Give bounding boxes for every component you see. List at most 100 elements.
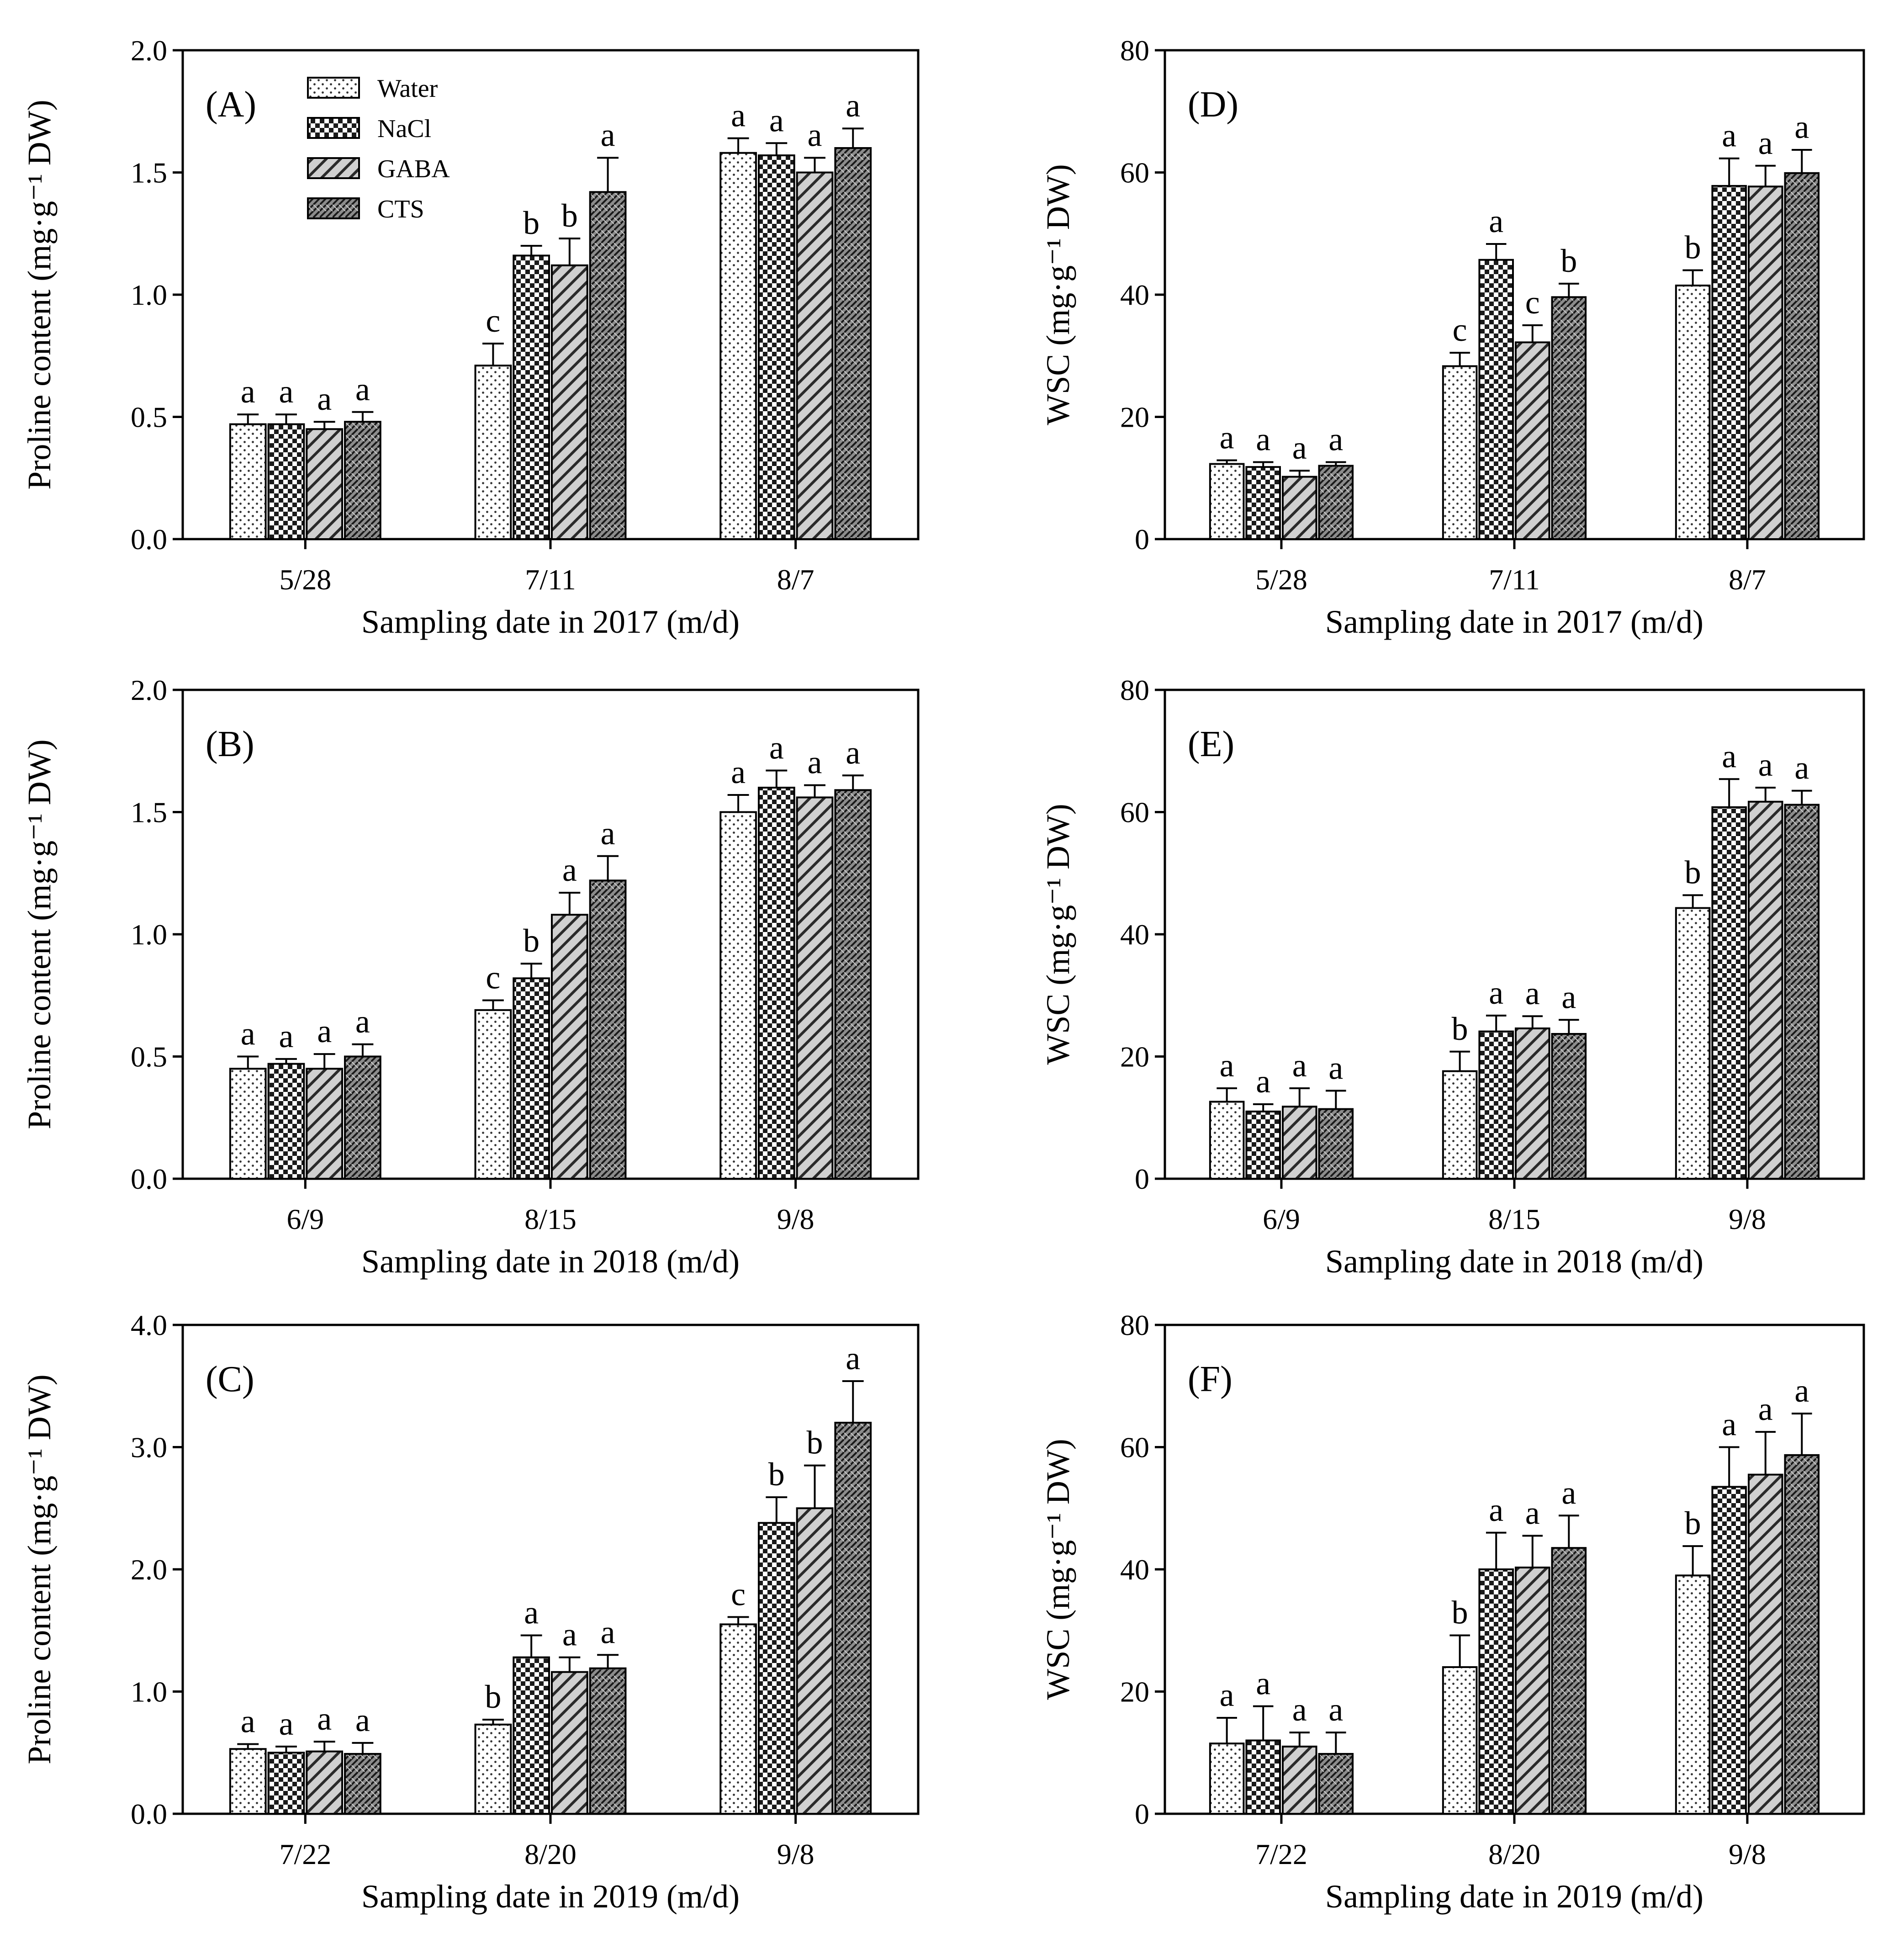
- bar-gaba-7-11: [551, 264, 588, 540]
- sig-letter-cts-6-9: a: [1328, 1049, 1343, 1086]
- sig-letter-gaba-6-9: a: [317, 1013, 332, 1049]
- sig-letter-nacl-5-28: a: [1256, 421, 1270, 457]
- bar-water-9-8: [719, 811, 757, 1180]
- y-tick-label: 40: [1120, 279, 1149, 311]
- legend-item-gaba: GABA: [307, 155, 450, 183]
- sig-letter-cts-8-7: a: [1794, 109, 1809, 145]
- bar-cts-5-28: [344, 421, 381, 540]
- y-tick-label: 0: [1135, 523, 1149, 556]
- bar-cts-5-28: [1318, 465, 1354, 540]
- sig-letter-nacl-7-22: a: [279, 1705, 293, 1742]
- sig-letter-nacl-9-8: a: [1722, 738, 1736, 774]
- y-tick-label: 2.0: [131, 34, 167, 67]
- bar-gaba-8-15: [1515, 1027, 1550, 1180]
- sig-letter-water-6-9: a: [241, 1016, 255, 1052]
- sig-letter-cts-7-11: a: [601, 117, 615, 153]
- bar-nacl-9-8: [757, 1522, 795, 1815]
- bar-nacl-8-20: [513, 1656, 550, 1815]
- bar-water-7-11: [474, 365, 512, 540]
- y-tick-label: 1.5: [131, 796, 167, 829]
- x-tick-label-8-20: 8/20: [524, 1838, 576, 1870]
- bar-nacl-6-9: [267, 1063, 305, 1180]
- x-tick-label-8-20: 8/20: [1488, 1838, 1540, 1870]
- y-tick-label: 40: [1120, 1553, 1149, 1586]
- bar-gaba-8-7: [1748, 185, 1783, 540]
- x-tick-label-7-22: 7/22: [1255, 1838, 1307, 1870]
- legend-swatch-gaba: [307, 157, 360, 179]
- bar-nacl-7-11: [513, 254, 550, 540]
- bar-cts-9-8: [834, 789, 872, 1180]
- panel-label: (A): [206, 85, 256, 125]
- x-tick-label-6-9: 6/9: [1263, 1203, 1300, 1235]
- bar-cts-7-22: [344, 1753, 381, 1815]
- y-tick-label: 1.5: [131, 157, 167, 189]
- bar-water-8-20: [474, 1723, 512, 1815]
- sig-letter-gaba-9-8: a: [1758, 1391, 1773, 1427]
- bar-nacl-8-20: [1478, 1568, 1514, 1815]
- sig-letter-nacl-9-8: b: [768, 1456, 785, 1493]
- y-tick-label: 0.5: [131, 1041, 167, 1073]
- legend-label-nacl: NaCl: [377, 115, 431, 143]
- y-axis-title: Proline content (mg·g⁻¹ DW): [21, 739, 58, 1129]
- sig-letter-cts-8-20: a: [601, 1614, 615, 1650]
- sig-letter-water-5-28: a: [1220, 419, 1234, 455]
- x-tick-label-7-11: 7/11: [525, 563, 576, 596]
- x-tick-label-9-8: 9/8: [1729, 1838, 1766, 1870]
- x-tick-label-9-8: 9/8: [777, 1203, 814, 1235]
- bar-water-8-7: [719, 152, 757, 540]
- sig-letter-nacl-7-22: a: [1256, 1665, 1270, 1702]
- sig-letter-water-8-20: b: [485, 1679, 501, 1715]
- bar-water-8-7: [1675, 284, 1711, 540]
- x-tick-label-8-15: 8/15: [524, 1203, 576, 1235]
- sig-letter-nacl-9-8: a: [769, 730, 784, 766]
- bar-nacl-9-8: [1711, 1486, 1747, 1815]
- bar-water-8-20: [1442, 1666, 1478, 1815]
- bar-gaba-9-8: [796, 1507, 834, 1815]
- bar-water-6-9: [229, 1068, 267, 1180]
- bar-gaba-9-8: [796, 796, 834, 1180]
- bar-cts-7-11: [589, 191, 627, 540]
- sig-letter-cts-9-8: a: [1794, 1372, 1809, 1409]
- sig-letter-gaba-5-28: a: [1292, 429, 1307, 466]
- sig-letter-gaba-5-28: a: [317, 381, 332, 417]
- sig-letter-gaba-6-9: a: [1292, 1047, 1307, 1084]
- bar-nacl-8-15: [1478, 1030, 1514, 1180]
- y-tick-label: 2.0: [131, 674, 167, 706]
- sig-letter-water-9-8: b: [1685, 854, 1701, 890]
- sig-letter-nacl-8-20: a: [524, 1594, 539, 1631]
- x-tick-label-6-9: 6/9: [286, 1203, 324, 1235]
- sig-letter-gaba-8-15: a: [562, 852, 577, 888]
- bar-gaba-8-7: [796, 171, 834, 540]
- sig-letter-gaba-7-11: c: [1525, 284, 1540, 321]
- panel-label: (F): [1188, 1359, 1232, 1399]
- bar-cts-9-8: [1784, 1454, 1820, 1815]
- bar-gaba-8-20: [551, 1671, 588, 1815]
- sig-letter-gaba-9-8: b: [807, 1425, 823, 1461]
- x-axis-title: Sampling date in 2019 (m/d): [361, 1878, 740, 1915]
- sig-letter-cts-5-28: a: [355, 371, 370, 408]
- sig-letter-nacl-6-9: a: [1256, 1063, 1270, 1100]
- y-axis-title: Proline content (mg·g⁻¹ DW): [21, 1374, 58, 1764]
- x-tick-label-7-22: 7/22: [279, 1838, 331, 1870]
- legend-item-cts: CTS: [307, 195, 424, 223]
- sig-letter-water-9-8: c: [731, 1576, 746, 1612]
- bar-water-5-28: [1209, 463, 1245, 540]
- y-tick-label: 0.5: [131, 401, 167, 434]
- y-tick-label: 1.0: [131, 1676, 167, 1708]
- panel-label: (C): [206, 1359, 254, 1399]
- bar-gaba-9-8: [1748, 1473, 1783, 1815]
- bar-nacl-7-22: [267, 1752, 305, 1815]
- sig-letter-cts-7-22: a: [1328, 1691, 1343, 1728]
- sig-letter-water-8-7: a: [731, 97, 746, 134]
- x-tick-label-5-28: 5/28: [1255, 563, 1307, 596]
- sig-letter-gaba-9-8: a: [1758, 747, 1773, 783]
- bar-nacl-7-22: [1245, 1739, 1281, 1815]
- bar-gaba-8-15: [551, 914, 588, 1180]
- x-axis-title: Sampling date in 2018 (m/d): [1325, 1243, 1703, 1280]
- bar-water-9-8: [1675, 907, 1711, 1180]
- bar-gaba-7-11: [1515, 341, 1550, 540]
- y-tick-label: 80: [1120, 1309, 1149, 1341]
- bar-gaba-6-9: [306, 1068, 344, 1180]
- bar-cts-8-7: [1784, 172, 1820, 540]
